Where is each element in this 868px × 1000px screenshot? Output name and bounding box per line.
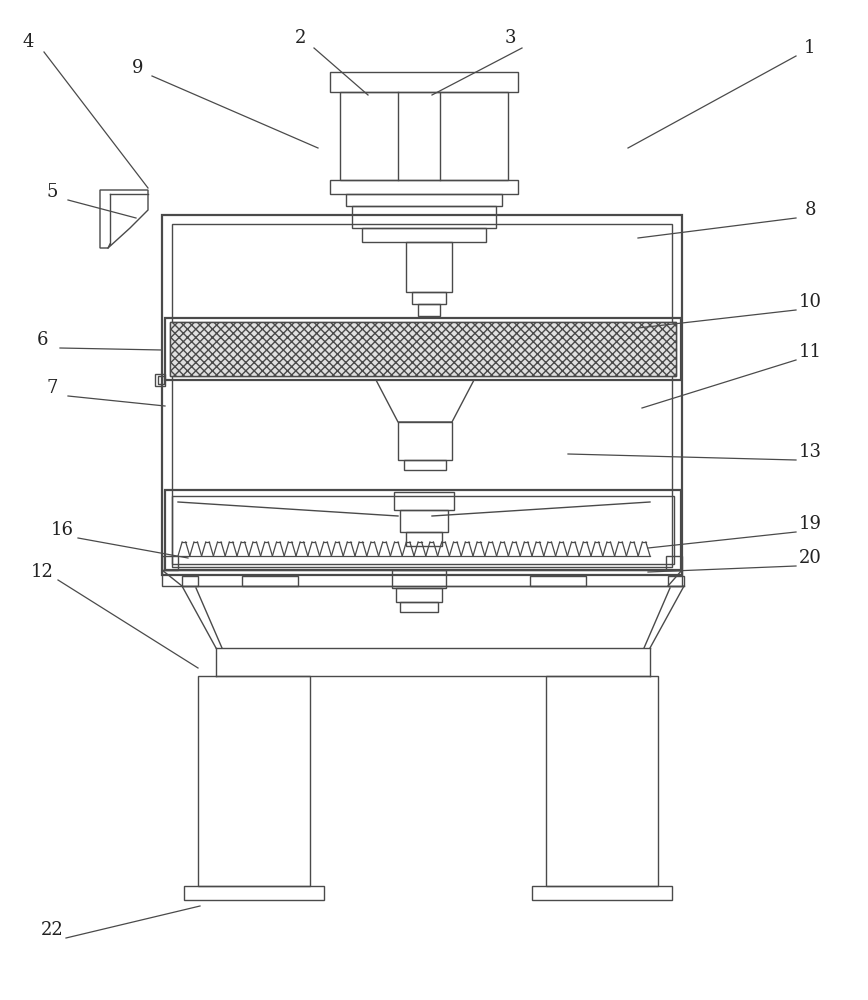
Bar: [398, 422, 452, 460]
Bar: [340, 92, 508, 180]
Bar: [346, 194, 502, 206]
Bar: [404, 460, 446, 470]
Bar: [406, 532, 442, 546]
Bar: [198, 676, 310, 886]
Text: 4: 4: [23, 33, 34, 51]
Text: 11: 11: [799, 343, 821, 361]
Bar: [418, 304, 440, 316]
Bar: [162, 556, 178, 570]
Bar: [162, 570, 682, 586]
Bar: [165, 318, 681, 380]
Bar: [184, 886, 324, 900]
Text: 10: 10: [799, 293, 821, 311]
Bar: [170, 322, 676, 376]
Bar: [394, 492, 454, 510]
Text: 12: 12: [30, 563, 54, 581]
Text: 13: 13: [799, 443, 821, 461]
Bar: [242, 576, 298, 586]
Bar: [172, 496, 674, 564]
Text: 2: 2: [294, 29, 306, 47]
Text: 5: 5: [46, 183, 57, 201]
Bar: [162, 215, 682, 575]
Bar: [155, 374, 165, 386]
Bar: [532, 886, 672, 900]
Bar: [530, 576, 586, 586]
Bar: [165, 490, 681, 570]
Bar: [666, 556, 682, 570]
Text: 20: 20: [799, 549, 821, 567]
Bar: [400, 602, 438, 612]
Text: 16: 16: [50, 521, 74, 539]
Bar: [400, 510, 448, 532]
Text: 22: 22: [41, 921, 63, 939]
Text: 7: 7: [46, 379, 57, 397]
Bar: [352, 206, 496, 228]
Bar: [668, 576, 684, 586]
Bar: [170, 322, 676, 376]
Bar: [396, 588, 442, 602]
Text: 3: 3: [504, 29, 516, 47]
Bar: [330, 180, 518, 194]
Bar: [406, 242, 452, 292]
Text: 19: 19: [799, 515, 821, 533]
Bar: [172, 224, 672, 567]
Bar: [330, 72, 518, 92]
Bar: [158, 376, 164, 384]
Bar: [182, 576, 198, 586]
Text: 1: 1: [805, 39, 816, 57]
Bar: [546, 676, 658, 886]
Text: 9: 9: [132, 59, 144, 77]
Text: 6: 6: [36, 331, 48, 349]
Bar: [412, 292, 446, 304]
Bar: [362, 228, 486, 242]
Text: 8: 8: [805, 201, 816, 219]
Bar: [392, 570, 446, 588]
